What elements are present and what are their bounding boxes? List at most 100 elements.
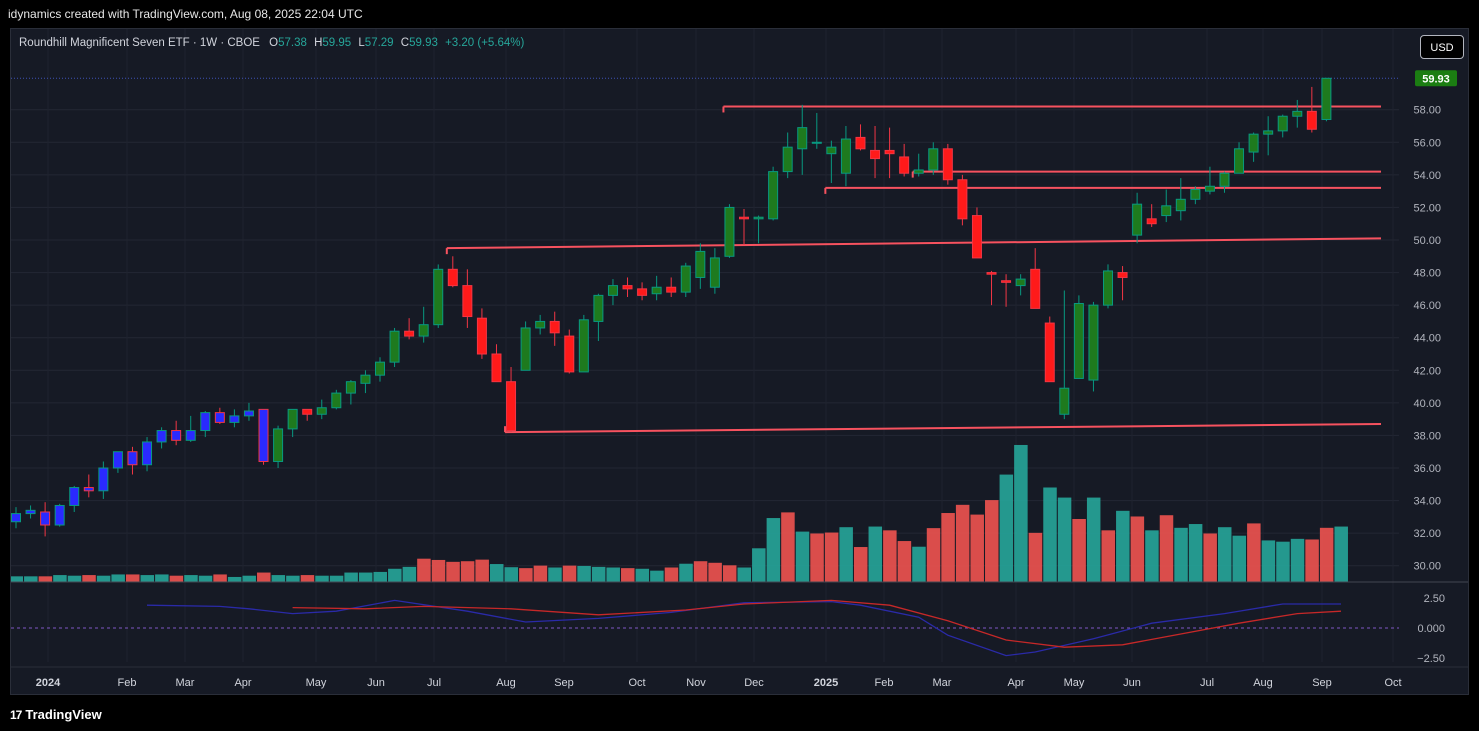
time-tick-label: Dec	[744, 677, 764, 689]
volume-bar	[1116, 510, 1130, 582]
candle-body	[884, 149, 895, 155]
candle-body	[54, 504, 65, 526]
candle-body	[680, 265, 691, 293]
price-tick-label: 48.00	[1413, 268, 1441, 280]
candle-body	[273, 428, 284, 462]
volume-bar	[883, 530, 897, 582]
candle-body	[957, 179, 968, 220]
candle-body	[1248, 133, 1259, 153]
candle-body	[637, 288, 648, 296]
volume-bar	[519, 568, 533, 582]
volume-bar	[1334, 526, 1348, 582]
candle-body	[1190, 189, 1201, 200]
volume-bar	[96, 575, 111, 582]
candle-body	[739, 216, 749, 220]
volume-bar	[1232, 535, 1247, 582]
time-tick-label: Apr	[1007, 677, 1024, 689]
candle-body	[1234, 148, 1245, 174]
volume-bar	[344, 572, 358, 582]
volume-bar	[650, 570, 664, 582]
time-tick-label: Oct	[628, 677, 645, 689]
candle-body	[1277, 115, 1288, 132]
candle-body	[782, 146, 793, 173]
volume-bar	[795, 531, 810, 582]
candle-body	[840, 138, 851, 174]
volume-bar	[1188, 524, 1203, 582]
volume-bar	[548, 567, 562, 582]
candle-body	[506, 381, 517, 432]
candle-body	[1001, 280, 1012, 283]
high-value: 59.95	[322, 37, 352, 49]
low-label: L	[358, 37, 365, 49]
candle-body	[942, 148, 953, 181]
volume-bar	[955, 504, 970, 582]
support-resistance-line	[505, 423, 1382, 434]
volume-bar	[722, 565, 737, 582]
volume-bar	[1305, 539, 1319, 582]
candle-body	[913, 169, 924, 174]
oscillator-tick-label: −2.50	[1417, 653, 1445, 665]
oscillator-tick-label: 0.000	[1417, 623, 1445, 635]
time-tick-label: Jul	[1200, 677, 1214, 689]
candle-body	[287, 408, 298, 430]
candle-body	[1219, 172, 1230, 187]
volume-bar	[1072, 519, 1086, 582]
candle-body	[520, 327, 531, 371]
chart-credit: idynamics created with TradingView.com, …	[8, 7, 363, 21]
candle-body	[1117, 272, 1128, 278]
volume-bar	[1247, 523, 1261, 582]
chart-pane[interactable]: 58.00 56.00 54.00 52.00 50.00 48.00 46.00 44.00…	[10, 28, 1469, 695]
volume-bar	[824, 532, 839, 582]
candle-body	[302, 408, 313, 415]
candle-body	[1044, 322, 1055, 383]
volume-bar	[446, 561, 460, 582]
last-price-badge	[1415, 70, 1457, 87]
candle-body	[1015, 278, 1026, 287]
volume-bar	[839, 527, 853, 582]
top-bar: idynamics created with TradingView.com, …	[0, 0, 1479, 28]
candle-body	[243, 410, 254, 417]
price-tick-label: 46.00	[1413, 300, 1441, 312]
close-value: 59.93	[409, 37, 438, 49]
time-tick-label: Apr	[234, 677, 251, 689]
price-tick-label: 44.00	[1413, 333, 1441, 345]
low-value: 57.29	[364, 37, 394, 49]
candle-body	[345, 381, 356, 394]
candle-body	[1175, 198, 1186, 212]
candle-body	[811, 141, 822, 144]
oscillator-tick-label: 2.50	[1424, 593, 1445, 605]
volume-bar	[213, 574, 227, 582]
candle-body	[1059, 387, 1070, 415]
candle-body	[622, 285, 633, 290]
time-tick-label: Jun	[367, 677, 385, 689]
candle-body	[1263, 130, 1274, 135]
price-tick-label: 38.00	[1413, 430, 1441, 442]
candle-body	[928, 148, 939, 171]
candle-body	[156, 430, 167, 443]
volume-bar	[24, 576, 38, 582]
volume-bar	[1028, 532, 1043, 582]
volume-bar	[1276, 541, 1290, 582]
candle-body	[593, 294, 604, 322]
candle-body	[171, 430, 182, 441]
time-tick-label: Sep	[1312, 677, 1332, 689]
candle-body	[40, 511, 51, 526]
candle-body	[1292, 110, 1303, 117]
volume-bar	[737, 567, 751, 582]
candle-body	[229, 415, 240, 423]
volume-bar	[941, 513, 955, 582]
volume-bar	[169, 575, 184, 582]
volume-bar	[693, 561, 708, 582]
volume-bar	[679, 563, 693, 582]
price-tick-label: 36.00	[1413, 463, 1441, 475]
volume-bar	[257, 572, 271, 582]
currency-button[interactable]: USD	[1420, 35, 1464, 59]
candle-body	[418, 324, 429, 337]
volume-bar	[1101, 530, 1115, 582]
tradingview-logo[interactable]: 17 TradingView	[10, 707, 102, 722]
time-tick-label: Jun	[1123, 677, 1141, 689]
candle-body	[185, 430, 196, 441]
volume-bar	[417, 558, 431, 582]
tradingview-mark-icon: 17	[10, 708, 22, 722]
price-chart-svg[interactable]: 58.00 56.00 54.00 52.00 50.00 48.00 46.00 44.00…	[11, 29, 1468, 694]
